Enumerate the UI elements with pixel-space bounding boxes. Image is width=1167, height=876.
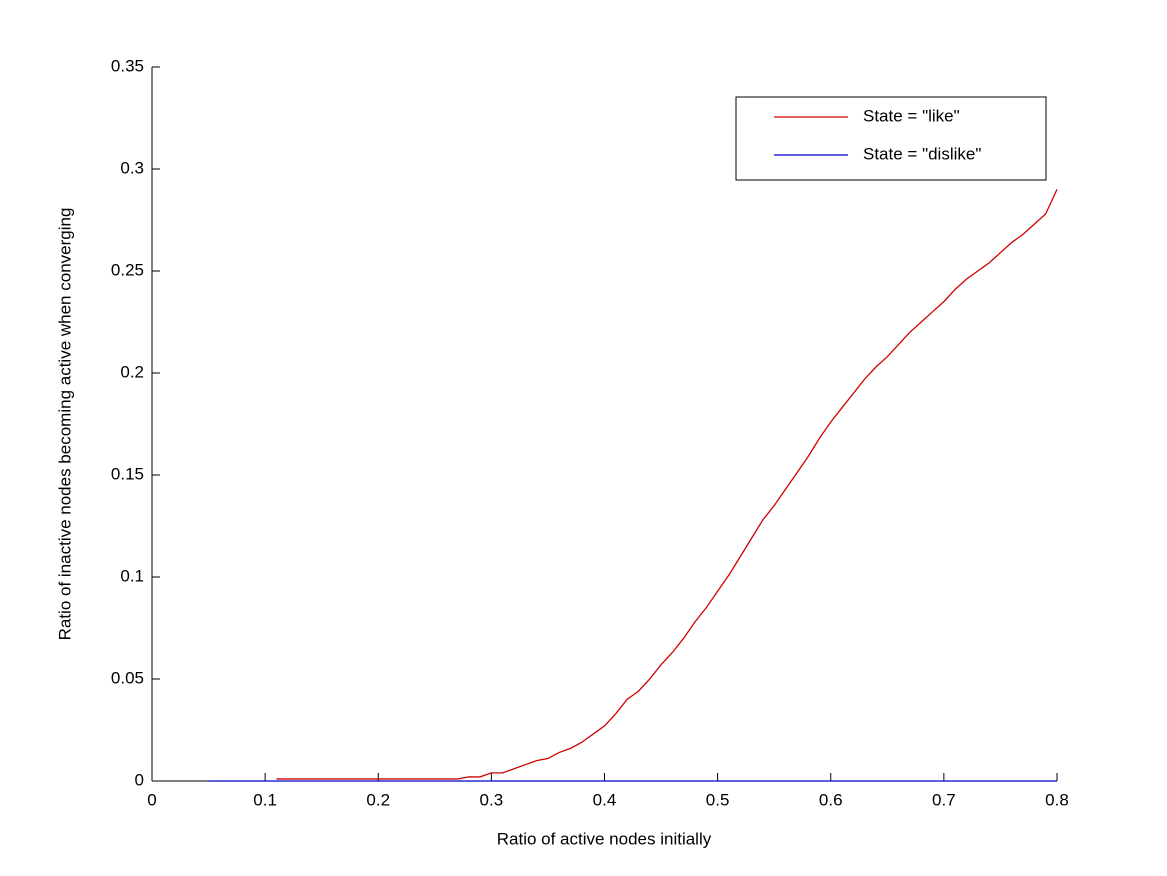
x-tick-label: 0.2 xyxy=(366,790,390,809)
x-tick-label: 0.5 xyxy=(706,790,730,809)
y-tick-label: 0.2 xyxy=(120,362,144,381)
y-tick-label: 0.3 xyxy=(120,158,144,177)
x-axis-label: Ratio of active nodes initially xyxy=(497,829,712,848)
legend-label: State = "dislike" xyxy=(863,144,981,163)
y-tick-label: 0.05 xyxy=(111,668,144,687)
x-tick-label: 0.7 xyxy=(932,790,956,809)
x-tick-label: 0.3 xyxy=(480,790,504,809)
x-tick-label: 0.1 xyxy=(253,790,277,809)
data-line xyxy=(276,189,1058,780)
x-tick-label: 0 xyxy=(147,790,156,809)
x-tick-label: 0.4 xyxy=(593,790,617,809)
y-tick-label: 0.15 xyxy=(111,464,144,483)
y-tick-label: 0 xyxy=(135,770,144,789)
x-tick-label: 0.6 xyxy=(819,790,843,809)
y-tick-label: 0.25 xyxy=(111,260,144,279)
legend-box xyxy=(735,96,1047,181)
legend-label: State = "like" xyxy=(863,106,960,125)
y-tick-label: 0.35 xyxy=(111,56,144,75)
y-tick-label: 0.1 xyxy=(120,566,144,585)
x-tick-label: 0.8 xyxy=(1045,790,1069,809)
y-axis-label: Ratio of inactive nodes becoming active … xyxy=(55,208,74,641)
